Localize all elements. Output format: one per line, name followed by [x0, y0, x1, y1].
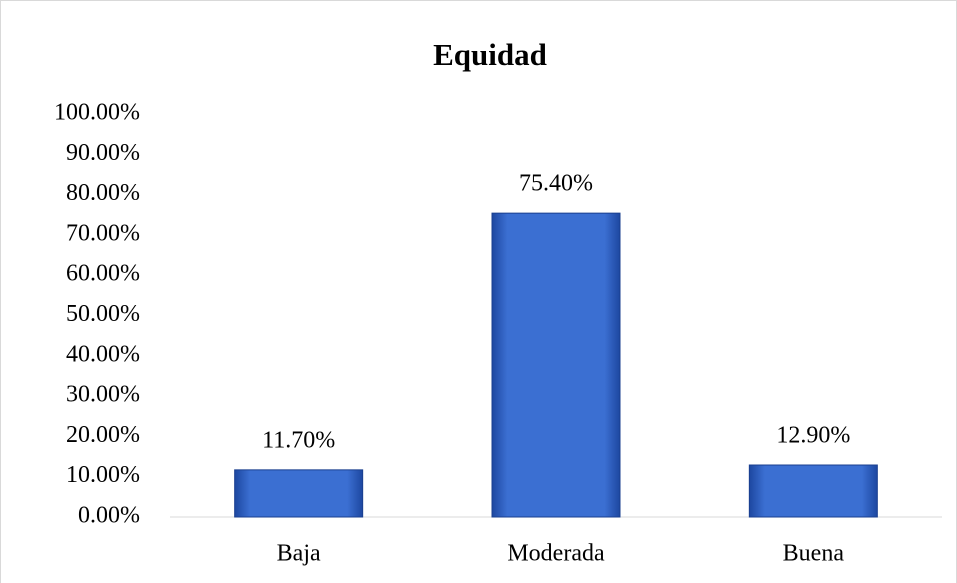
- y-tick-label: 80.00%: [66, 180, 140, 206]
- bar: [748, 464, 878, 518]
- y-tick-label: 50.00%: [66, 301, 140, 327]
- value-label: 11.70%: [262, 427, 335, 453]
- x-tick-label: Buena: [783, 541, 845, 567]
- y-tick-label: 20.00%: [66, 422, 140, 448]
- y-tick-label: 90.00%: [66, 140, 140, 166]
- y-tick-label: 100.00%: [54, 100, 140, 126]
- value-label: 75.40%: [519, 171, 593, 197]
- y-tick-label: 0.00%: [78, 503, 140, 529]
- y-tick-label: 40.00%: [66, 341, 140, 367]
- y-tick-label: 70.00%: [66, 220, 140, 246]
- y-tick-label: 10.00%: [66, 462, 140, 488]
- chart-title: Equidad: [433, 37, 547, 72]
- x-tick-label: Moderada: [507, 541, 605, 567]
- y-tick-label: 30.00%: [66, 382, 140, 408]
- bar: [491, 212, 621, 518]
- value-label: 12.90%: [776, 423, 850, 449]
- bar: [234, 469, 364, 518]
- x-tick-label: Baja: [277, 541, 321, 567]
- y-tick-label: 60.00%: [66, 261, 140, 287]
